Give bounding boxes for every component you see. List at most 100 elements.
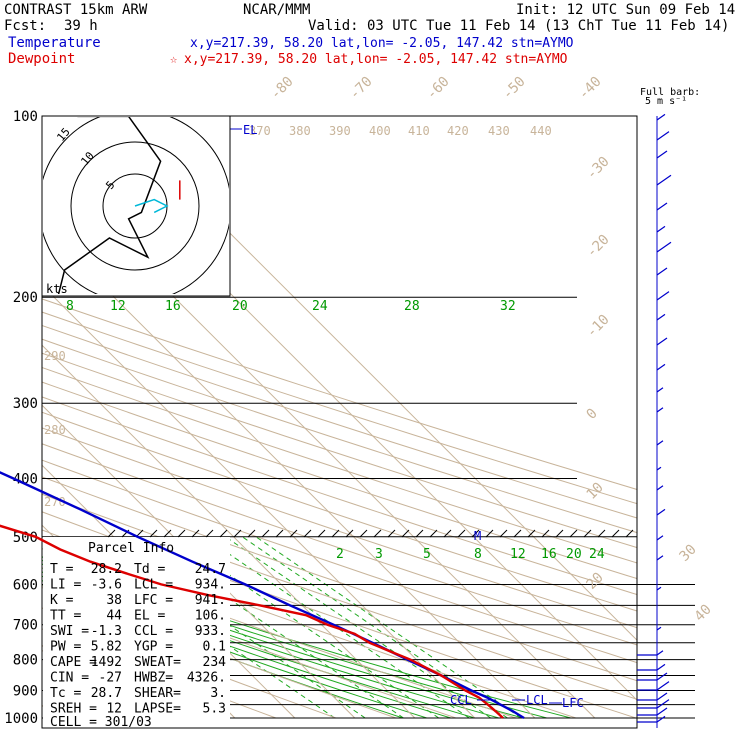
hatch — [359, 529, 368, 538]
moist-adiabat-label: 24 — [312, 299, 328, 314]
isotherm-label: -80 — [268, 74, 297, 103]
hatch — [261, 529, 270, 538]
parcel-cell: 5.82 — [91, 640, 122, 655]
wind-barb — [656, 650, 664, 656]
dry-adiabat — [42, 311, 637, 505]
hatch — [205, 529, 214, 538]
parcel-cell: -27 — [99, 671, 122, 686]
parcel-info-title: Parcel Info — [88, 541, 174, 556]
level-annotations: EL CCL LCL LFC M — [230, 123, 584, 710]
wind-barb — [656, 337, 668, 346]
parcel-cell: 3. — [210, 686, 226, 701]
temperature-profile — [0, 471, 525, 720]
pressure-label-800: 800 — [13, 653, 38, 669]
mixing-ratio-label: 8 — [474, 547, 482, 562]
isotherm-label: -10 — [584, 312, 613, 341]
wind-barb — [656, 202, 668, 211]
pressure-label-300: 300 — [13, 396, 38, 412]
hatch — [499, 529, 508, 538]
barb-key-line1: Full barb: — [640, 87, 700, 98]
isotherm-label: 10 — [584, 480, 607, 503]
mixing-ratio-label: 12 — [510, 547, 526, 562]
parcel-cell: 106. — [195, 609, 226, 624]
parcel-cell: -3.6 — [91, 578, 122, 593]
hatch — [149, 529, 158, 538]
parcel-cell: 28.7 — [91, 686, 122, 701]
moist-adiabat-label: 16 — [165, 299, 181, 314]
parcel-info-panel — [43, 537, 230, 727]
hodograph-trace — [57, 117, 162, 294]
isotherm-label: -20 — [584, 232, 613, 261]
hatch — [373, 529, 382, 538]
dry-adiabat — [42, 352, 637, 549]
isotherm-label: 0 — [584, 406, 601, 423]
wind-barb — [656, 681, 670, 691]
hatch — [247, 529, 256, 538]
wind-barb — [656, 440, 664, 446]
hatch — [443, 529, 452, 538]
wind-barb — [656, 150, 668, 159]
hatch — [541, 529, 550, 538]
parcel-cell: SHEAR= — [134, 686, 181, 701]
theta-label: 390 — [329, 124, 351, 138]
parcel-cell: 933. — [195, 624, 226, 639]
moist-adiabat-label: 12 — [110, 299, 126, 314]
hatch — [597, 529, 606, 538]
dry-adiabat — [42, 324, 637, 519]
hatch — [331, 529, 340, 538]
isotherm-label: -60 — [424, 74, 453, 103]
parcel-cell: K = — [50, 593, 74, 608]
parcel-cell: 1492 — [91, 655, 122, 670]
parcel-cell: 28.2 — [91, 562, 122, 577]
dewpoint-profile — [0, 524, 504, 719]
wind-barb — [656, 699, 670, 709]
theta-label: 420 — [447, 124, 469, 138]
wind-barb — [656, 313, 666, 321]
parcel-cell: -1.3 — [91, 624, 122, 639]
hatch — [345, 529, 354, 538]
wind-barb — [656, 241, 672, 253]
fcst-value: 39 h — [64, 18, 98, 34]
wind-barb — [656, 663, 666, 671]
hatch — [401, 529, 410, 538]
hatch — [625, 529, 634, 538]
hatch — [485, 529, 494, 538]
pressure-labels: 100 200 300 400 500 600 700 800 900 1000 — [4, 109, 38, 727]
m-label: M — [474, 529, 481, 543]
parcel-cell: 234 — [203, 655, 227, 670]
wind-barb — [656, 586, 662, 591]
wind-barb — [656, 113, 666, 121]
parcel-cell: 934. — [195, 578, 226, 593]
isotherm — [42, 224, 536, 719]
barb-key-line2: 5 m s⁻¹ — [645, 96, 687, 107]
hodograph-ring-10 — [70, 141, 200, 271]
isotherm-label: -50 — [500, 74, 529, 103]
pressure-label-400: 400 — [13, 471, 38, 487]
wind-barb — [656, 267, 668, 276]
wind-barb — [656, 707, 668, 716]
mixing-ratio-label: 20 — [566, 547, 582, 562]
parcel-cell: LFC = — [134, 593, 173, 608]
wind-barb — [656, 672, 668, 681]
isotherm-label: -40 — [576, 74, 605, 103]
header: CONTRAST 15km ARW NCAR/MMM Init: 12 UTC … — [4, 2, 735, 67]
hatch — [513, 529, 522, 538]
wind-barb — [656, 225, 666, 233]
parcel-cell: 38 — [106, 593, 122, 608]
isotherm-label: 30 — [677, 542, 700, 565]
parcel-cell: CIN = — [50, 671, 89, 686]
theta-label: 290 — [44, 349, 66, 363]
hatch — [191, 529, 200, 538]
isotherm-label: -30 — [584, 154, 613, 183]
parcel-cell: SREH = — [50, 702, 97, 717]
dry-adiabat — [42, 338, 637, 534]
moist-adiabat-label: 20 — [232, 299, 248, 314]
wind-barb — [656, 626, 662, 631]
dry-adiabat — [42, 443, 637, 646]
theta-label: 440 — [530, 124, 552, 138]
valid-time: Valid: 03 UTC Tue 11 Feb 14 (13 ChT Tue … — [308, 18, 729, 34]
hatch — [429, 529, 438, 538]
hatch — [569, 529, 578, 538]
moist-adiabat-label: 32 — [500, 299, 516, 314]
hodograph: 5 10 15 kts — [41, 115, 231, 297]
